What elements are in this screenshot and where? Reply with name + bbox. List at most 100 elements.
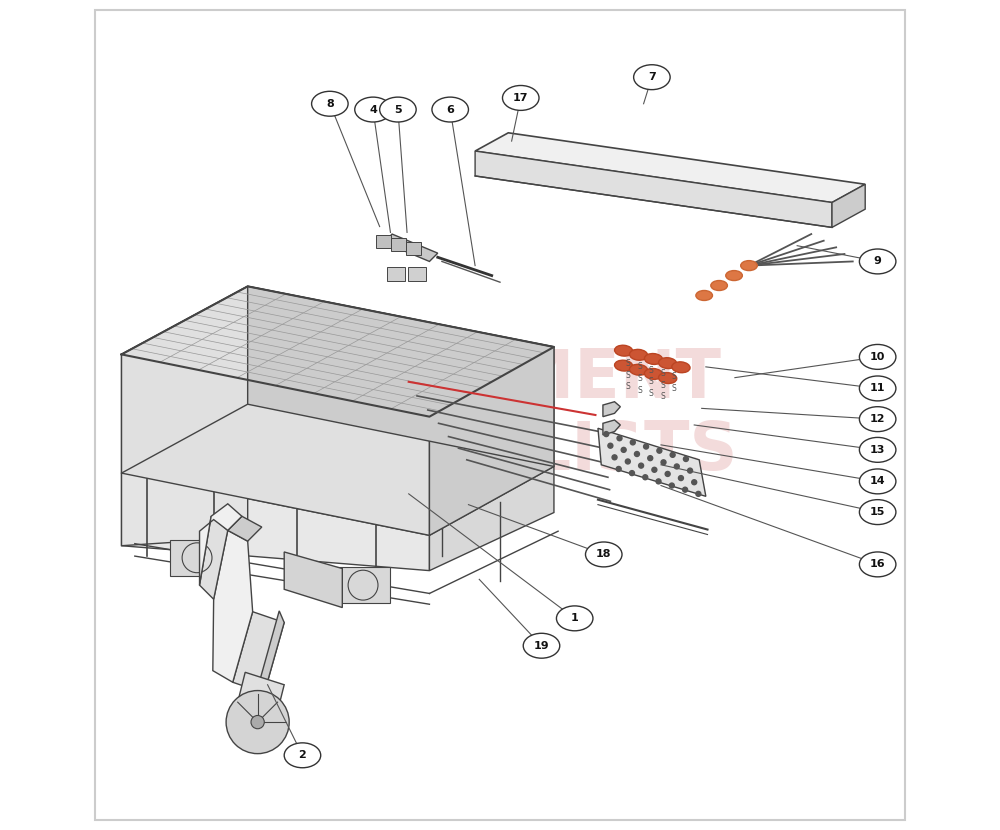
Text: 16: 16 bbox=[870, 559, 885, 569]
Ellipse shape bbox=[711, 281, 727, 290]
Ellipse shape bbox=[355, 97, 391, 122]
Ellipse shape bbox=[380, 97, 416, 122]
Text: S: S bbox=[660, 369, 665, 378]
Ellipse shape bbox=[630, 364, 648, 375]
Polygon shape bbox=[429, 466, 554, 571]
Ellipse shape bbox=[859, 407, 896, 432]
Text: 5: 5 bbox=[394, 105, 402, 115]
Ellipse shape bbox=[615, 345, 633, 356]
Text: S: S bbox=[649, 366, 653, 374]
Ellipse shape bbox=[696, 290, 712, 300]
Circle shape bbox=[644, 444, 649, 449]
Polygon shape bbox=[603, 402, 620, 417]
Polygon shape bbox=[239, 672, 284, 711]
Text: 14: 14 bbox=[870, 476, 885, 486]
Ellipse shape bbox=[859, 249, 896, 274]
Circle shape bbox=[629, 471, 634, 476]
Text: S: S bbox=[625, 371, 630, 379]
Circle shape bbox=[643, 475, 648, 480]
Circle shape bbox=[657, 448, 662, 453]
Polygon shape bbox=[122, 404, 248, 546]
Ellipse shape bbox=[659, 358, 677, 369]
Ellipse shape bbox=[659, 373, 677, 383]
Polygon shape bbox=[284, 552, 342, 608]
Ellipse shape bbox=[859, 500, 896, 525]
FancyBboxPatch shape bbox=[387, 267, 405, 281]
Ellipse shape bbox=[630, 349, 648, 360]
Polygon shape bbox=[603, 420, 620, 435]
Ellipse shape bbox=[672, 362, 690, 373]
Ellipse shape bbox=[523, 633, 560, 658]
Polygon shape bbox=[122, 286, 248, 473]
Ellipse shape bbox=[644, 369, 663, 379]
Circle shape bbox=[621, 447, 626, 452]
FancyBboxPatch shape bbox=[336, 567, 390, 603]
Polygon shape bbox=[122, 354, 429, 535]
Polygon shape bbox=[233, 612, 284, 693]
Text: 17: 17 bbox=[513, 93, 528, 103]
Text: S: S bbox=[649, 389, 653, 398]
Ellipse shape bbox=[859, 552, 896, 577]
Ellipse shape bbox=[284, 743, 321, 768]
Text: S: S bbox=[625, 359, 630, 368]
Text: 4: 4 bbox=[369, 105, 377, 115]
Polygon shape bbox=[475, 133, 865, 203]
Polygon shape bbox=[122, 286, 554, 417]
Ellipse shape bbox=[634, 65, 670, 90]
Text: S: S bbox=[660, 381, 665, 389]
Polygon shape bbox=[832, 184, 865, 227]
Circle shape bbox=[656, 479, 661, 484]
Polygon shape bbox=[384, 234, 438, 261]
Circle shape bbox=[630, 440, 635, 445]
Circle shape bbox=[251, 715, 264, 729]
Circle shape bbox=[639, 463, 644, 468]
Ellipse shape bbox=[556, 606, 593, 631]
Polygon shape bbox=[429, 347, 554, 535]
Text: S: S bbox=[637, 363, 642, 371]
FancyBboxPatch shape bbox=[408, 267, 426, 281]
Ellipse shape bbox=[502, 85, 539, 110]
Circle shape bbox=[692, 480, 697, 485]
Ellipse shape bbox=[859, 344, 896, 369]
Polygon shape bbox=[259, 611, 284, 693]
Text: S: S bbox=[660, 393, 665, 401]
Circle shape bbox=[669, 483, 674, 488]
Circle shape bbox=[670, 452, 675, 457]
FancyBboxPatch shape bbox=[170, 540, 224, 576]
Text: 1: 1 bbox=[571, 613, 579, 623]
Text: 15: 15 bbox=[870, 507, 885, 517]
Circle shape bbox=[648, 456, 653, 461]
Circle shape bbox=[678, 476, 683, 481]
FancyBboxPatch shape bbox=[376, 235, 391, 248]
FancyBboxPatch shape bbox=[391, 238, 406, 251]
Text: S: S bbox=[625, 383, 630, 391]
Text: S: S bbox=[637, 386, 642, 394]
Circle shape bbox=[604, 432, 609, 437]
Circle shape bbox=[683, 457, 688, 461]
Polygon shape bbox=[200, 504, 242, 585]
Text: S: S bbox=[637, 374, 642, 383]
Ellipse shape bbox=[644, 354, 663, 364]
Circle shape bbox=[625, 459, 630, 464]
Text: 13: 13 bbox=[870, 445, 885, 455]
Polygon shape bbox=[598, 428, 706, 496]
Ellipse shape bbox=[859, 376, 896, 401]
Polygon shape bbox=[122, 473, 429, 571]
Ellipse shape bbox=[615, 360, 633, 371]
Circle shape bbox=[683, 487, 688, 492]
Ellipse shape bbox=[726, 271, 742, 281]
Ellipse shape bbox=[741, 261, 757, 271]
Circle shape bbox=[616, 466, 621, 471]
Circle shape bbox=[612, 455, 617, 460]
Circle shape bbox=[226, 691, 289, 754]
Ellipse shape bbox=[312, 91, 348, 116]
Circle shape bbox=[617, 436, 622, 441]
Ellipse shape bbox=[585, 542, 622, 567]
Ellipse shape bbox=[859, 469, 896, 494]
Text: 2: 2 bbox=[299, 750, 306, 760]
Polygon shape bbox=[475, 151, 832, 227]
Polygon shape bbox=[248, 286, 554, 466]
Text: 7: 7 bbox=[648, 72, 656, 82]
Circle shape bbox=[696, 491, 701, 496]
Text: 11: 11 bbox=[870, 383, 885, 393]
